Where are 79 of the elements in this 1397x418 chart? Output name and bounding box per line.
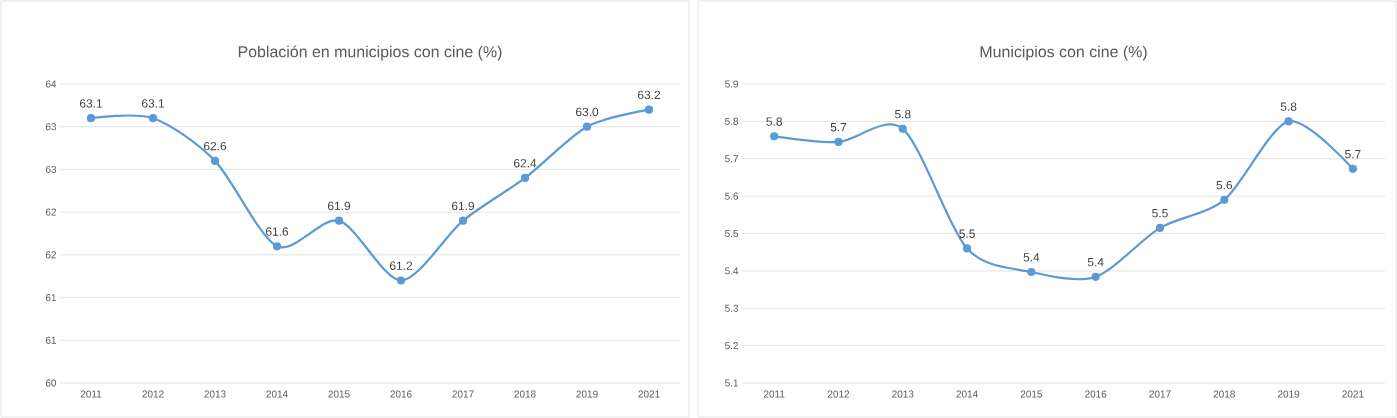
point <box>898 124 907 133</box>
x-tick-label: 2016 <box>1085 390 1107 398</box>
data-label: 5.5 <box>959 229 975 238</box>
x-tick-label: 2019 <box>576 390 598 398</box>
point <box>1348 164 1357 173</box>
data-label: 5.8 <box>766 117 782 126</box>
y-tick-label: 5.1 <box>725 379 739 387</box>
data-label: 5.4 <box>1087 258 1104 267</box>
point <box>86 114 96 123</box>
data-label: 61.9 <box>451 201 475 211</box>
x-tick-label: 2014 <box>956 390 978 398</box>
x-tick-label: 2015 <box>328 390 350 398</box>
data-label: 5.7 <box>830 123 847 132</box>
x-tick-label: 2012 <box>142 390 164 398</box>
x-tick-label: 2015 <box>1020 390 1043 398</box>
x-tick-label: 2012 <box>827 390 850 398</box>
data-label: 5.8 <box>894 109 911 119</box>
x-tick-label: 2013 <box>204 390 226 398</box>
data-label: 61.2 <box>389 261 413 270</box>
x-tick-label: 2019 <box>1278 390 1300 398</box>
y-tick-label: 5.6 <box>725 192 739 200</box>
y-tick-label: 5.4 <box>725 267 739 275</box>
x-tick-label: 2011 <box>80 390 102 398</box>
point <box>458 216 468 225</box>
point <box>1220 195 1229 204</box>
point <box>834 137 843 147</box>
data-label: 62.6 <box>203 141 227 151</box>
point <box>520 173 530 183</box>
x-tick-label: 2018 <box>514 390 536 398</box>
point <box>770 132 779 141</box>
data-label: 5.8 <box>1280 102 1297 111</box>
y-tick-label: 60 <box>45 379 57 387</box>
x-tick-label: 2016 <box>390 390 412 398</box>
y-tick-label: 5.2 <box>725 342 739 350</box>
data-label: 5.4 <box>1023 253 1040 262</box>
x-tick-label: 2017 <box>1149 390 1171 398</box>
x-tick-label: 2021 <box>1342 390 1364 398</box>
y-tick-label: 61 <box>45 294 57 302</box>
chart-title: Población en municipios con cine (%) <box>238 45 502 61</box>
data-label: 61.9 <box>327 201 351 211</box>
y-tick-label: 63 <box>45 165 57 173</box>
y-tick-label: 5.5 <box>725 230 739 237</box>
point <box>1155 223 1165 232</box>
y-tick-label: 64 <box>45 80 57 88</box>
point <box>1027 267 1036 277</box>
data-label: 63.0 <box>576 107 599 117</box>
y-tick-label: 5.3 <box>725 304 739 312</box>
point <box>1284 117 1293 126</box>
y-tick-label: 63 <box>45 123 57 131</box>
x-tick-label: 2018 <box>1213 390 1235 398</box>
data-label: 61.6 <box>265 227 289 236</box>
data-label: 5.6 <box>1216 180 1233 190</box>
y-tick-label: 62 <box>45 251 56 259</box>
y-tick-label: 62 <box>45 208 56 216</box>
point <box>962 244 972 253</box>
point <box>644 105 654 114</box>
y-tick-label: 61 <box>45 336 57 344</box>
point <box>148 114 158 123</box>
y-tick-label: 5.8 <box>725 117 739 125</box>
data-label: 63.2 <box>638 90 661 100</box>
data-label: 63.1 <box>79 99 103 108</box>
y-tick-label: 5.7 <box>725 155 739 163</box>
x-tick-label: 2021 <box>638 390 660 398</box>
x-tick-label: 2014 <box>266 390 288 398</box>
point <box>334 216 344 225</box>
x-tick-label: 2013 <box>892 390 914 398</box>
x-tick-label: 2011 <box>763 390 785 398</box>
y-tick-label: 5.9 <box>725 80 739 88</box>
data-label: 5.5 <box>1152 209 1168 218</box>
x-tick-label: 2017 <box>452 390 474 398</box>
data-label: 63.1 <box>141 99 165 108</box>
point <box>210 156 220 165</box>
data-label: 5.7 <box>1345 149 1361 159</box>
point <box>1091 272 1100 281</box>
point <box>272 242 282 251</box>
point <box>582 122 592 131</box>
chart-title: Municipios con cine (%) <box>980 45 1147 61</box>
point <box>396 276 406 285</box>
data-label: 62.4 <box>514 158 537 168</box>
